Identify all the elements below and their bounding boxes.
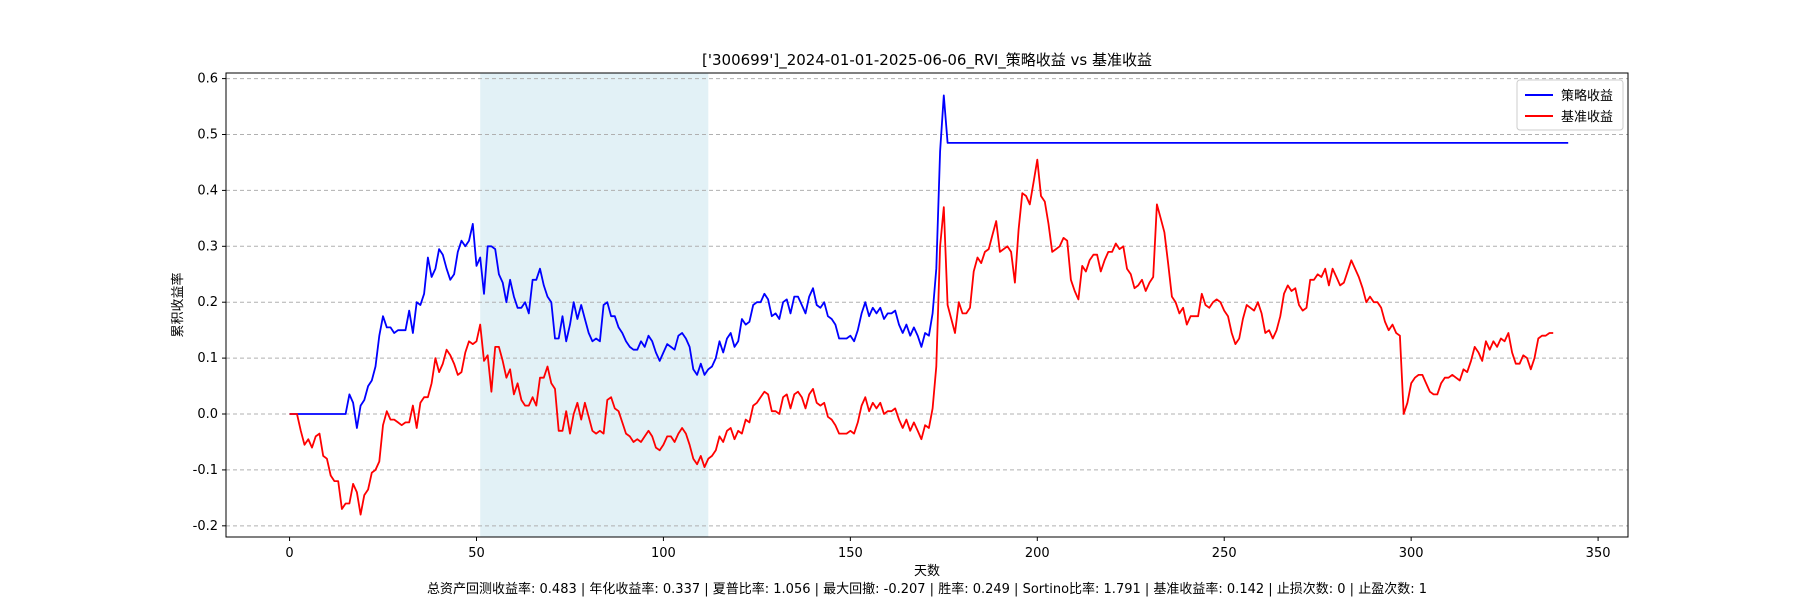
y-tick-label: -0.1 (193, 463, 218, 478)
y-tick-label: 0.4 (197, 183, 218, 198)
y-tick-label: 0.0 (197, 407, 218, 422)
legend-label: 策略收益 (1561, 88, 1613, 104)
x-tick-label: 50 (468, 546, 485, 561)
series-layer (289, 94, 1569, 516)
x-tick-label: 300 (1399, 546, 1424, 561)
legend-box (1516, 79, 1624, 131)
y-tick-label: 0.5 (197, 127, 218, 142)
y-tick-label: 0.6 (197, 72, 218, 87)
x-tick-label: 150 (838, 546, 863, 561)
shaded-region-layer (480, 73, 709, 537)
y-tick-label: -0.2 (193, 519, 218, 534)
shaded-region (480, 73, 709, 537)
plot-frame (225, 72, 1629, 538)
y-tick-label: 0.3 (197, 239, 218, 254)
x-tick-label: 350 (1586, 546, 1611, 561)
series-line-2 (289, 158, 1554, 516)
y-axis-label: 累积收益率 (170, 272, 186, 337)
legend-label: 基准收益 (1561, 110, 1613, 125)
grid-layer (226, 78, 1628, 527)
tick-layer: -0.2 -0.1 0.0 0.1 0.2 0.3 0.4 0.5 0.6 0 50 100 150 20… (193, 72, 1611, 561)
x-tick-label: 200 (1025, 546, 1050, 561)
y-tick-label: 0.2 (197, 295, 218, 310)
x-tick-label: 0 (285, 546, 293, 561)
y-tick-label: 0.1 (197, 351, 218, 366)
x-axis-label: 天数 (914, 564, 940, 579)
chart-title: ['300699']_2024-01-01-2025-06-06_RVI_策略收… (702, 51, 1152, 70)
x-tick-label: 250 (1212, 546, 1237, 561)
footer-stats: 总资产回测收益率: 0.483 | 年化收益率: 0.337 | 夏普比率: 1… (427, 581, 1427, 597)
series-line-1 (289, 94, 1569, 429)
x-tick-label: 100 (651, 546, 676, 561)
